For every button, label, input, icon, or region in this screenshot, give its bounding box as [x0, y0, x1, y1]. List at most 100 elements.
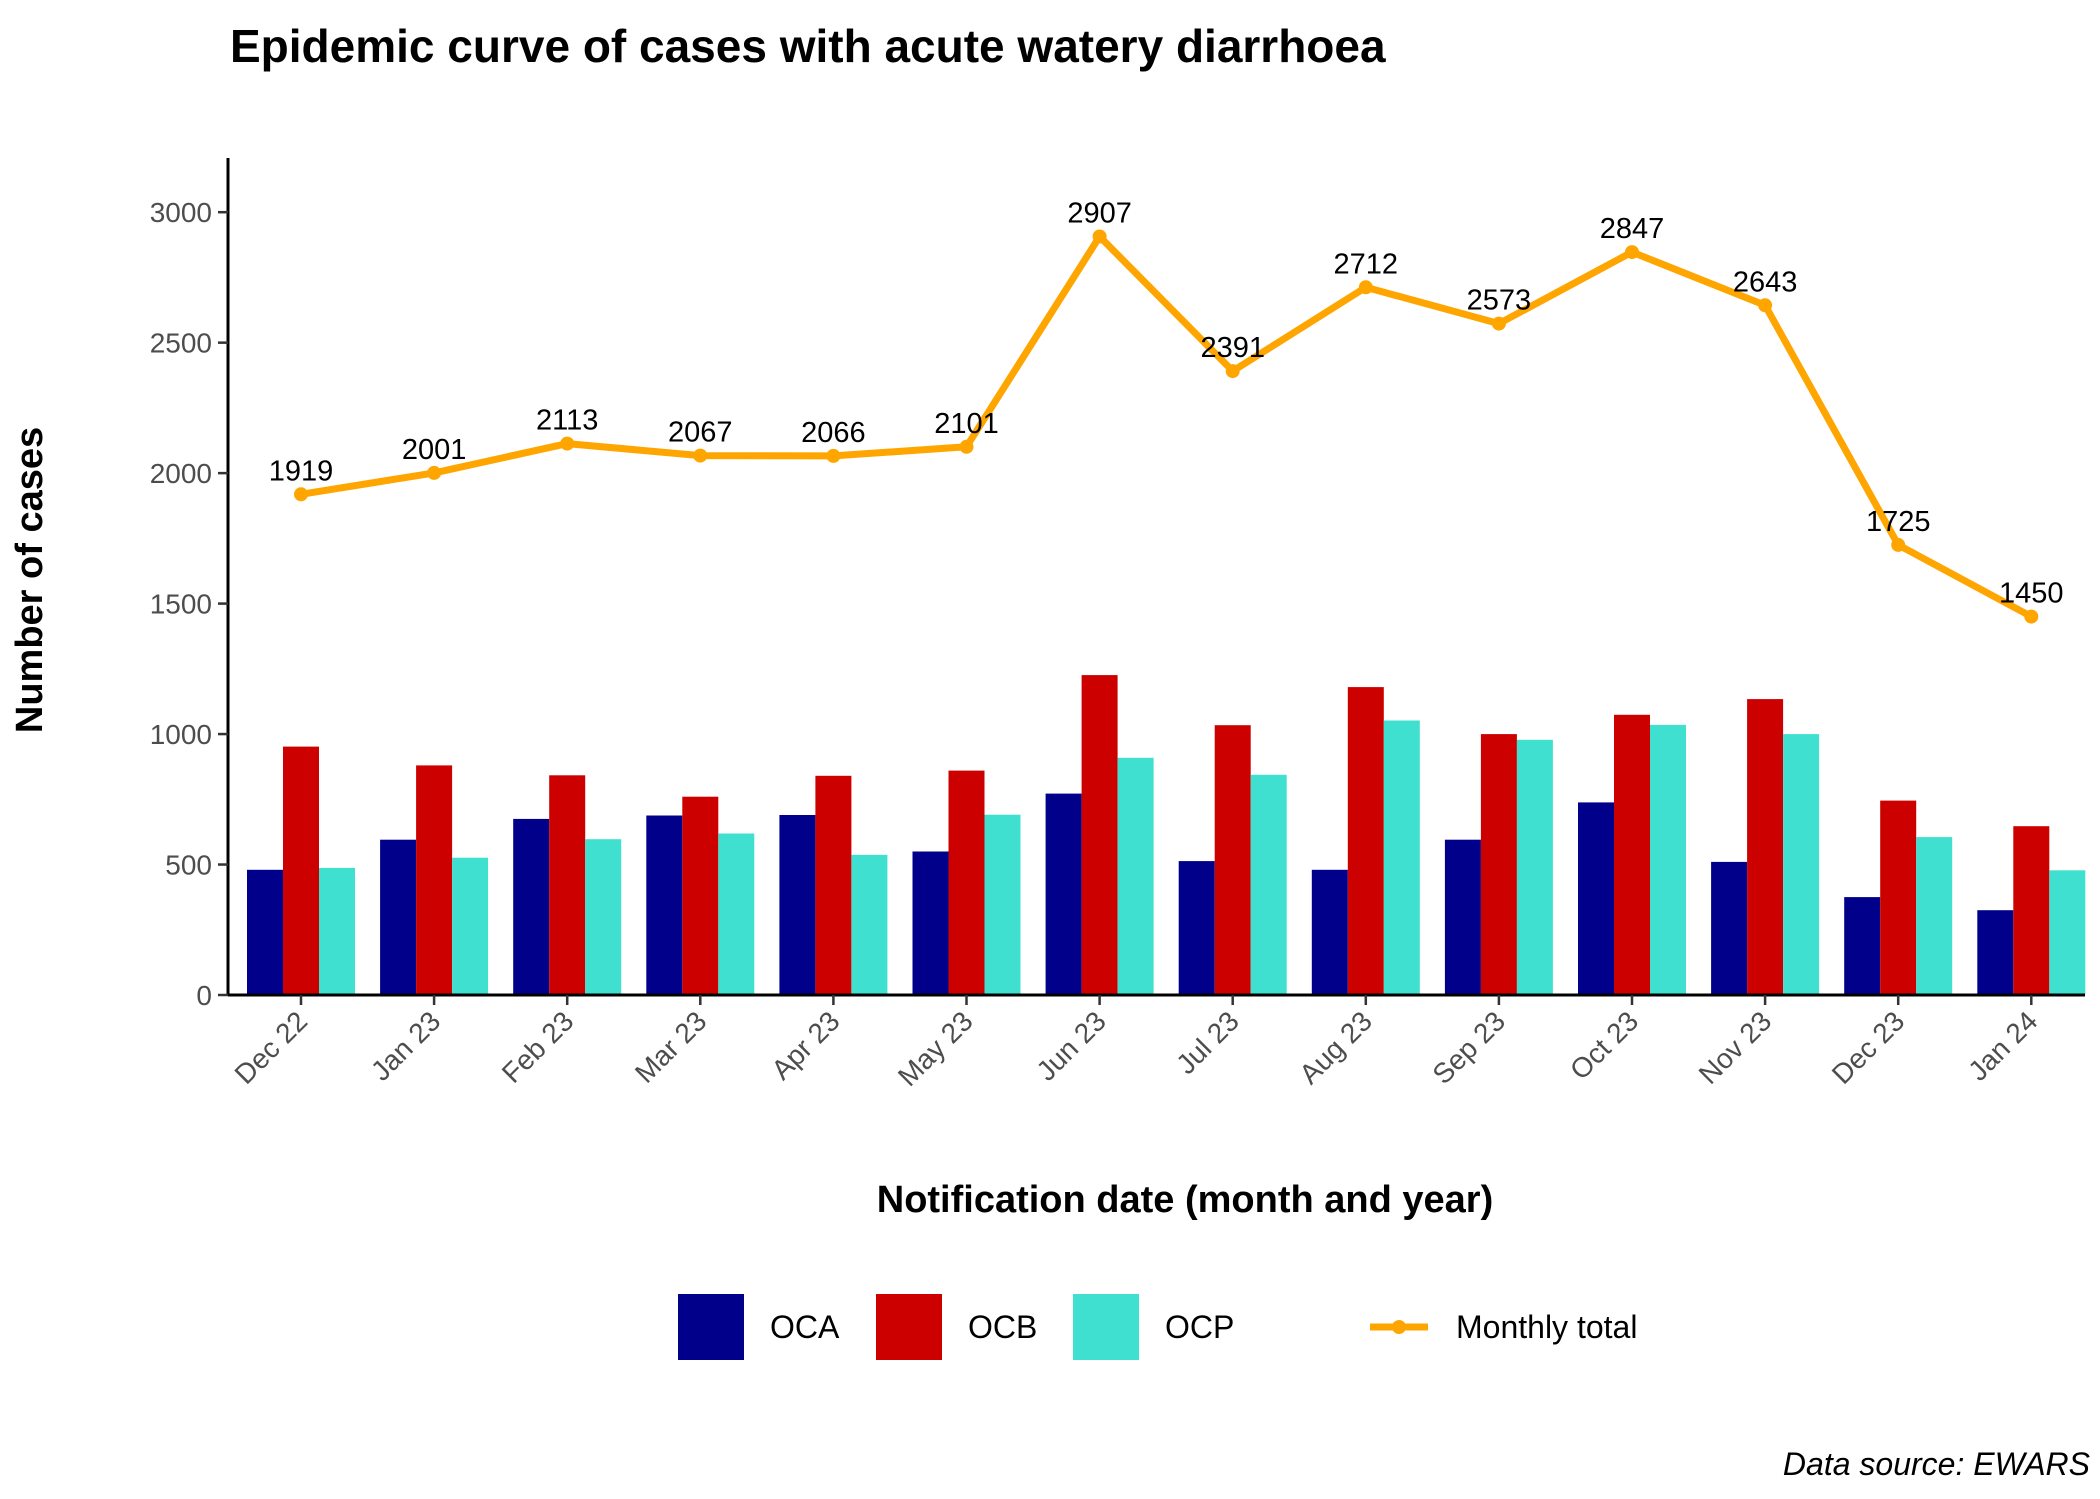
- x-tick-label-5: May 23: [892, 1005, 979, 1092]
- x-axis-title: Notification date (month and year): [877, 1179, 1493, 1221]
- x-tick-label-7: Jul 23: [1170, 1005, 1245, 1080]
- bar-ocp-4: [851, 854, 888, 995]
- monthly-total-line: [300, 233, 2033, 620]
- x-tick-label-11: Nov 23: [1693, 1005, 1778, 1090]
- plot-area: 0 500 1000 1500 2000 2500 3000 Dec 22 Jan 23 Feb …: [150, 158, 2086, 1092]
- bar-ocp-11: [1783, 734, 1820, 995]
- monthly-total-point-4: [826, 448, 841, 463]
- monthly-total-label-7: 2391: [1200, 332, 1265, 364]
- monthly-total-label-12: 1725: [1866, 506, 1931, 538]
- monthly-total-point-0: [294, 487, 308, 502]
- bar-ocp-7: [1250, 774, 1287, 995]
- x-tick-label-1: Jan 23: [365, 1005, 446, 1086]
- monthly-total-label-13: 1450: [1999, 578, 2064, 610]
- bar-oca-11: [1711, 861, 1748, 995]
- y-tick-label-1500: 1500: [150, 589, 212, 620]
- monthly-total-label-11: 2643: [1733, 266, 1798, 298]
- bar-ocb-13: [2013, 826, 2050, 995]
- monthly-total-label-9: 2573: [1467, 285, 1532, 317]
- monthly-total-point-12: [1891, 537, 1906, 552]
- y-tick-label-2500: 2500: [150, 328, 212, 359]
- bar-ocp-13: [2049, 870, 2086, 995]
- x-tick-label-2: Feb 23: [496, 1005, 580, 1089]
- bar-oca-6: [1045, 793, 1082, 995]
- x-tick-label-3: Mar 23: [629, 1005, 713, 1089]
- bar-ocp-5: [984, 814, 1021, 995]
- monthly-total-point-13: [2024, 609, 2039, 624]
- chart-title: Epidemic curve of cases with acute water…: [230, 20, 1386, 72]
- y-tick-label-3000: 3000: [150, 197, 212, 228]
- legend: OCA OCB OCP Monthly total: [678, 1294, 1637, 1360]
- x-tick-label-8: Aug 23: [1293, 1005, 1378, 1090]
- monthly-total-point-3: [693, 448, 708, 463]
- bar-ocp-10: [1650, 724, 1686, 995]
- bar-oca-2: [513, 818, 550, 995]
- bar-oca-0: [247, 869, 283, 996]
- x-tick-label-10: Oct 23: [1564, 1005, 1644, 1085]
- bar-ocb-8: [1347, 687, 1384, 995]
- bar-oca-13: [1977, 910, 2014, 995]
- bar-ocp-9: [1516, 739, 1553, 995]
- monthly-total-point-9: [1491, 316, 1506, 331]
- bar-ocp-12: [1916, 837, 1953, 995]
- bar-oca-10: [1578, 802, 1614, 995]
- bar-oca-1: [380, 839, 417, 995]
- legend-label-ocp: OCP: [1165, 1309, 1234, 1345]
- bar-oca-4: [779, 815, 816, 995]
- x-tick-label-12: Dec 23: [1826, 1005, 1911, 1090]
- monthly-total-point-7: [1225, 364, 1240, 379]
- bar-ocb-6: [1081, 675, 1118, 995]
- y-tick-label-0: 0: [196, 980, 212, 1011]
- x-tick-label-6: Jun 23: [1030, 1005, 1111, 1086]
- monthly-total-point-2: [560, 436, 575, 451]
- monthly-total-label-2: 2113: [536, 405, 598, 437]
- legend-key-ocb: [876, 1294, 942, 1360]
- monthly-total-label-0: 1919: [269, 455, 334, 487]
- monthly-total-label-6: 2907: [1067, 198, 1132, 230]
- y-tick-label-2000: 2000: [150, 458, 212, 489]
- bar-ocb-10: [1614, 714, 1650, 995]
- bar-ocp-0: [319, 867, 355, 995]
- legend-label-oca: OCA: [770, 1309, 840, 1345]
- bar-ocb-1: [416, 765, 453, 995]
- bar-ocb-2: [549, 775, 586, 995]
- bar-oca-8: [1311, 869, 1348, 996]
- bar-ocb-0: [283, 746, 319, 995]
- bar-ocb-7: [1214, 725, 1251, 995]
- y-tick-label-1000: 1000: [150, 719, 212, 750]
- monthly-total-label-5: 2101: [934, 408, 999, 440]
- monthly-total-point-10: [1625, 245, 1639, 260]
- x-tick-label-13: Jan 24: [1962, 1005, 2043, 1086]
- bar-oca-3: [646, 815, 683, 995]
- legend-key-ocp: [1073, 1294, 1139, 1360]
- x-tick-label-4: Apr 23: [765, 1005, 845, 1085]
- monthly-total-point-6: [1092, 229, 1107, 244]
- bar-oca-5: [912, 851, 949, 995]
- bar-ocb-5: [948, 770, 985, 995]
- monthly-total-label-3: 2067: [668, 417, 733, 449]
- legend-label-monthly-total: Monthly total: [1456, 1309, 1637, 1345]
- bar-ocp-2: [585, 839, 622, 995]
- y-tick-label-500: 500: [165, 850, 212, 881]
- legend-key-oca: [678, 1294, 744, 1360]
- bar-ocb-3: [682, 796, 719, 995]
- bar-ocp-1: [452, 857, 489, 995]
- monthly-total-point-8: [1358, 280, 1373, 295]
- x-tick-label-9: Sep 23: [1426, 1005, 1511, 1090]
- bar-ocb-4: [815, 775, 852, 995]
- data-source-note: Data source: EWARS: [1783, 1446, 2090, 1482]
- monthly-total-point-5: [959, 439, 974, 454]
- legend-label-ocb: OCB: [968, 1309, 1037, 1345]
- bar-ocp-6: [1117, 757, 1154, 995]
- bar-ocb-9: [1480, 734, 1517, 995]
- bar-ocp-8: [1383, 720, 1420, 995]
- bar-ocp-3: [718, 833, 755, 995]
- monthly-total-label-4: 2066: [801, 417, 866, 449]
- monthly-total-point-1: [427, 465, 442, 480]
- monthly-total-label-8: 2712: [1334, 248, 1399, 280]
- legend-key-monthly-total-point: [1392, 1320, 1406, 1334]
- y-axis-title: Number of cases: [9, 427, 51, 733]
- monthly-total-label-10: 2847: [1600, 213, 1665, 245]
